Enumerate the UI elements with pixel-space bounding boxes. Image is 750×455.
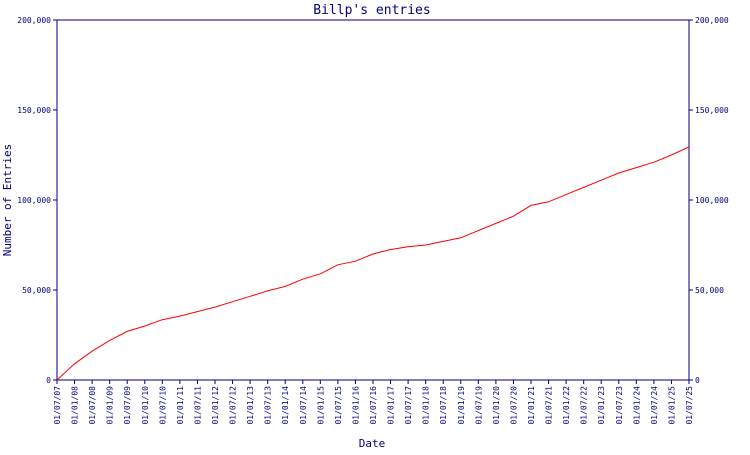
x-tick-label: 01/07/19: [474, 386, 483, 425]
data-point: [635, 167, 637, 169]
data-point: [161, 319, 163, 321]
data-point: [319, 273, 321, 275]
x-tick-label: 01/07/22: [580, 386, 589, 425]
data-point: [600, 179, 602, 181]
data-point: [670, 154, 672, 156]
x-tick-label: 01/07/15: [334, 386, 343, 425]
x-tick-label: 01/01/08: [71, 386, 80, 425]
data-point: [179, 315, 181, 317]
y-tick-label-right: 100,000: [695, 196, 729, 205]
data-point: [688, 146, 690, 148]
y-tick-label-left: 0: [46, 376, 51, 385]
x-tick-label: 01/01/22: [562, 386, 571, 425]
x-tick-label: 01/01/21: [527, 386, 536, 425]
x-tick-label: 01/01/13: [246, 386, 255, 425]
x-tick-label: 01/01/25: [667, 386, 676, 425]
y-tick-label-right: 200,000: [695, 16, 729, 25]
x-tick-label: 01/01/24: [632, 386, 641, 425]
x-tick-label: 01/01/17: [387, 386, 396, 425]
data-point: [91, 350, 93, 352]
x-tick-label: 01/01/20: [492, 386, 501, 425]
data-point: [249, 295, 251, 297]
x-tick-label: 01/01/10: [141, 386, 150, 425]
x-tick-label: 01/07/13: [264, 386, 273, 425]
y-tick-label-left: 200,000: [17, 16, 51, 25]
data-point: [495, 222, 497, 224]
data-point: [337, 264, 339, 266]
y-axis-title: Number of Entries: [1, 144, 14, 257]
data-point: [354, 260, 356, 262]
data-point: [512, 215, 514, 217]
data-point: [109, 339, 111, 341]
data-point: [460, 237, 462, 239]
x-tick-label: 01/07/17: [404, 386, 413, 425]
y-tick-label-right: 50,000: [695, 286, 724, 295]
data-point: [74, 363, 76, 365]
y-tick-label-left: 100,000: [17, 196, 51, 205]
x-tick-label: 01/07/16: [369, 386, 378, 425]
x-tick-label: 01/01/11: [176, 386, 185, 425]
x-tick-label: 01/07/14: [299, 386, 308, 425]
data-point: [267, 290, 269, 292]
x-tick-label: 01/01/15: [316, 386, 325, 425]
data-point: [548, 201, 550, 203]
x-tick-label: 01/07/18: [439, 386, 448, 425]
data-point: [144, 325, 146, 327]
data-point: [390, 249, 392, 251]
x-tick-label: 01/07/25: [685, 386, 694, 425]
data-point: [302, 278, 304, 280]
data-point: [284, 285, 286, 287]
data-point: [372, 253, 374, 255]
data-point: [583, 186, 585, 188]
x-tick-label: 01/07/20: [509, 386, 518, 425]
data-point: [530, 204, 532, 206]
x-tick-label: 01/01/12: [211, 386, 220, 425]
x-tick-label: 01/07/08: [88, 386, 97, 425]
plot-frame: [56, 19, 690, 381]
x-tick-label: 01/07/11: [193, 386, 202, 425]
x-tick-label: 01/01/16: [351, 386, 360, 425]
x-tick-label: 01/07/07: [53, 386, 62, 425]
x-tick-label: 01/07/24: [650, 386, 659, 425]
data-point: [56, 379, 58, 381]
x-tick-label: 01/07/23: [615, 386, 624, 425]
series-line-entries: [56, 146, 690, 381]
x-tick-label: 01/07/21: [545, 386, 554, 425]
y-tick-label-left: 150,000: [17, 106, 51, 115]
x-tick-label: 01/01/18: [422, 386, 431, 425]
data-point: [126, 330, 128, 332]
x-tick-label: 01/01/19: [457, 386, 466, 425]
data-point: [407, 246, 409, 248]
data-point: [653, 161, 655, 163]
data-point: [565, 194, 567, 196]
data-point: [214, 306, 216, 308]
y-tick-label-right: 0: [695, 376, 700, 385]
y-tick-label-left: 50,000: [22, 286, 51, 295]
data-point: [618, 172, 620, 174]
x-axis-title: Date: [359, 437, 386, 450]
chart-title: Billp's entries: [313, 3, 430, 18]
data-point: [442, 240, 444, 242]
x-tick-label: 01/01/09: [106, 386, 115, 425]
x-tick-label: 01/07/12: [229, 386, 238, 425]
x-tick-label: 01/07/10: [158, 386, 167, 425]
x-tick-label: 01/07/09: [123, 386, 132, 425]
data-point: [425, 244, 427, 246]
x-tick-label: 01/01/23: [597, 386, 606, 425]
data-point: [232, 301, 234, 303]
x-tick-label: 01/01/14: [281, 386, 290, 425]
data-point: [196, 311, 198, 313]
y-tick-label-right: 150,000: [695, 106, 729, 115]
data-point: [477, 230, 479, 232]
